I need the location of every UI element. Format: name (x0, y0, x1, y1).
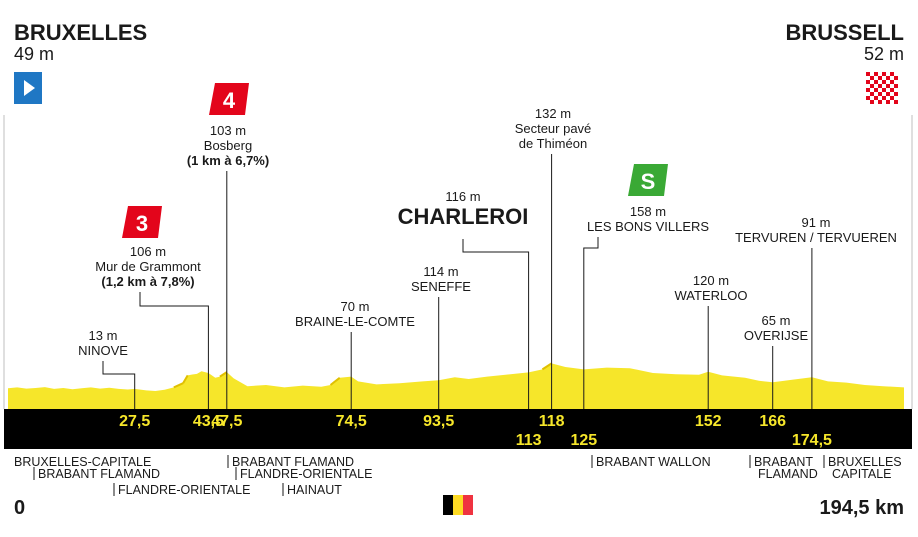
finish-flag-icon (866, 72, 898, 104)
region-label: BRUXELLES (828, 455, 902, 469)
point-leader-lines (102, 154, 813, 409)
point-label-line: TERVUREN / TERVUEREN (735, 230, 897, 245)
category-label: 3 (136, 211, 148, 236)
profile-highlights (173, 362, 553, 389)
point-label-line: LES BONS VILLERS (587, 219, 709, 234)
category-label: S (641, 169, 656, 194)
point-label-line: 70 m (341, 299, 370, 314)
climb-segment (173, 382, 184, 389)
point-label-line: (1,2 km à 7,8%) (101, 274, 194, 289)
point-label-line: OVERIJSE (744, 328, 809, 343)
leader-line (102, 361, 136, 409)
point-label-line: 13 m (89, 328, 118, 343)
region-label: FLAMAND (758, 467, 818, 481)
region-label: BRUXELLES-CAPITALE (14, 455, 151, 469)
km-marker-label: 93,5 (423, 413, 454, 430)
category-label: 4 (223, 88, 236, 113)
distance-start-label: 0 (14, 497, 25, 519)
point-label-line: Secteur pavé (515, 121, 592, 136)
belgium-flag-icon (443, 495, 473, 515)
leader-line (583, 237, 599, 409)
region-label: FLANDRE-ORIENTALE (118, 483, 250, 497)
point-label-line: de Thiméon (519, 136, 587, 151)
leader-line (139, 292, 209, 409)
point-label-line: WATERLOO (675, 288, 748, 303)
point-label-line: 132 m (535, 106, 571, 121)
km-marker-label: 74,5 (336, 413, 367, 430)
point-label-line: SENEFFE (411, 279, 471, 294)
start-city-altitude: 49 m (14, 44, 54, 64)
point-label-line: 114 m (423, 264, 458, 279)
point-label-line: NINOVE (78, 343, 128, 358)
category-badges: 3 4 S (122, 83, 668, 238)
finish-city-altitude: 52 m (864, 44, 904, 64)
region-label: FLANDRE-ORIENTALE (240, 467, 372, 481)
leader-line (462, 239, 530, 409)
point-label-line: 103 m (210, 123, 246, 138)
km-marker-label: 27,5 (119, 413, 150, 430)
km-marker-label: 47,5 (211, 413, 242, 430)
climb-segment (541, 362, 553, 371)
point-label-line: 106 m (130, 244, 166, 259)
climb-category-badge: 3 (122, 206, 162, 238)
region-label: BRABANT (754, 455, 813, 469)
sprint-badge-icon: S (628, 164, 668, 196)
point-label-line: Mur de Grammont (95, 259, 201, 274)
km-marker-label: 152 (695, 413, 722, 430)
region-label: BRABANT WALLON (596, 455, 711, 469)
km-marker-label: 166 (759, 413, 786, 430)
climb-category-badge: 4 (209, 83, 249, 115)
km-marker-label: 174,5 (792, 432, 832, 449)
km-marker-labels: 27,5 43,547,5 74,5 93,5 113 118 125 152 166 174,5 (119, 413, 832, 449)
finish-city-name: BRUSSELL (785, 20, 904, 45)
start-city-name: BRUXELLES (14, 20, 147, 45)
point-label-line: (1 km à 6,7%) (187, 153, 269, 168)
climb-segment (329, 377, 341, 386)
climb-segment (182, 374, 189, 384)
point-label-line: 120 m (693, 273, 729, 288)
profile-area (8, 363, 904, 409)
point-label-line: 158 m (630, 204, 666, 219)
km-marker-label: 118 (539, 413, 565, 430)
point-label-line: 65 m (762, 313, 791, 328)
km-band (4, 409, 912, 449)
point-label-line: 91 m (802, 215, 831, 230)
climb-segment (219, 371, 228, 378)
point-label-line: 116 m (445, 189, 480, 204)
region-label: BRABANT FLAMAND (38, 467, 160, 481)
region-label: BRABANT FLAMAND (232, 455, 354, 469)
distance-end-label: 194,5 km (819, 497, 904, 519)
km-marker-label: 113 (516, 432, 542, 449)
point-label-line: Bosberg (204, 138, 252, 153)
region-label: HAINAUT (287, 483, 342, 497)
start-flag-icon (14, 72, 42, 104)
km-marker-label: 125 (570, 432, 597, 449)
point-label-line: BRAINE-LE-COMTE (295, 314, 415, 329)
km-marker-label: 43,5 (193, 413, 224, 430)
city-name-highlight: CHARLEROI (398, 204, 529, 229)
region-label: CAPITALE (832, 467, 892, 481)
